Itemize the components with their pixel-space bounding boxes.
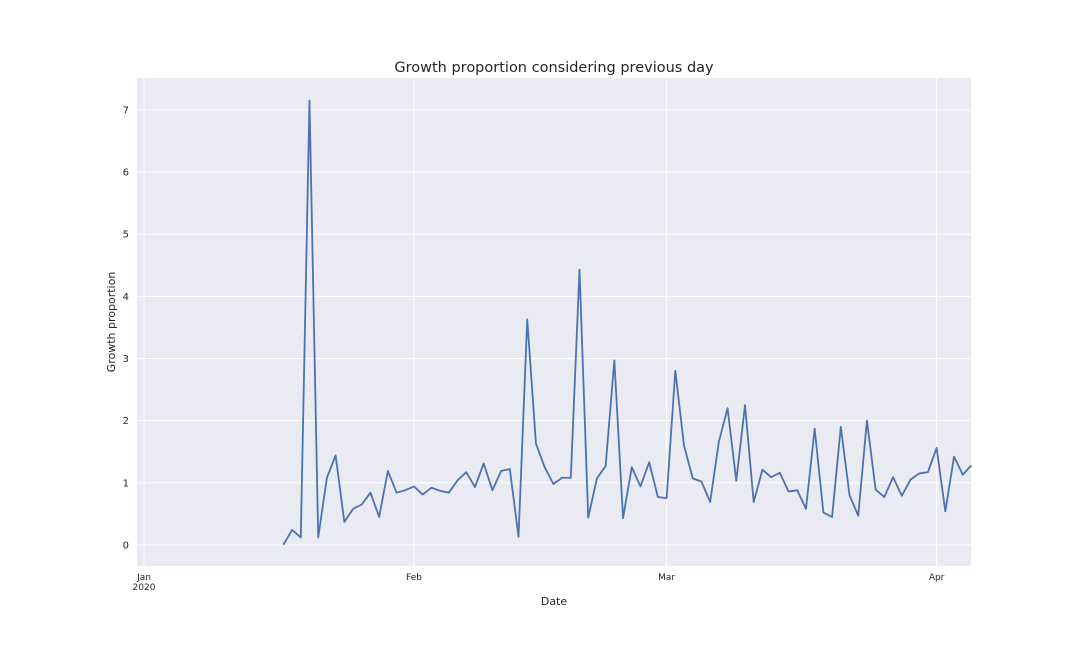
y-tick-label: 0 — [123, 540, 129, 551]
y-tick-label: 1 — [123, 478, 129, 489]
y-tick-label: 6 — [123, 168, 129, 179]
marks — [282, 99, 973, 546]
y-tick-label: 5 — [123, 230, 129, 241]
chart-title: Growth proportion considering previous d… — [394, 60, 714, 76]
x-axis-label: Date — [541, 595, 568, 608]
x-tick-label: Feb — [406, 573, 422, 583]
y-tick-label: 7 — [123, 105, 129, 116]
y-tick-label: 3 — [123, 354, 129, 365]
x-tick-label: Mar — [658, 573, 675, 583]
grid — [137, 78, 971, 566]
y-tick-label: 4 — [123, 292, 129, 303]
line — [282, 99, 973, 546]
y-axis-label: Growth proportion — [105, 272, 118, 373]
x-tick-label: Apr — [929, 573, 945, 583]
y-tick-label: 2 — [123, 416, 129, 427]
x-tick-label: Jan 2020 — [133, 573, 156, 593]
plot-area — [137, 78, 971, 566]
